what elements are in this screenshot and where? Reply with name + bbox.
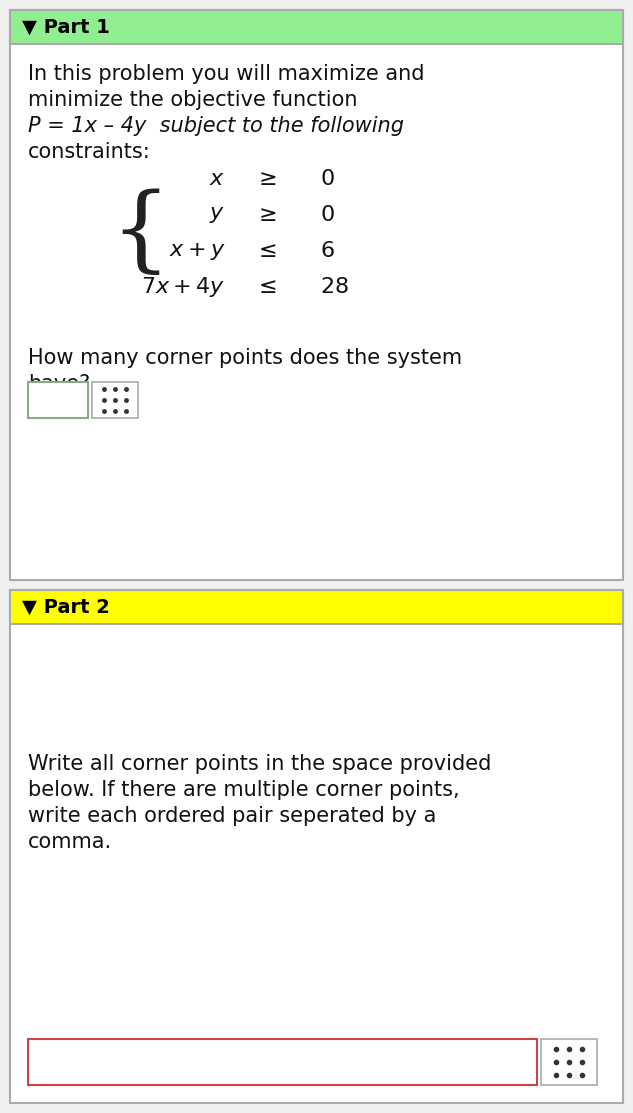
Text: write each ordered pair seperated by a: write each ordered pair seperated by a — [28, 806, 436, 826]
Text: $0$: $0$ — [320, 169, 335, 189]
Text: $\geq$: $\geq$ — [254, 205, 277, 225]
FancyBboxPatch shape — [10, 10, 623, 580]
FancyBboxPatch shape — [28, 1040, 537, 1085]
Text: How many corner points does the system: How many corner points does the system — [28, 348, 462, 368]
Text: $\leq$: $\leq$ — [254, 242, 277, 262]
Text: P = 1x – 4y  subject to the following: P = 1x – 4y subject to the following — [28, 116, 404, 136]
Text: $6$: $6$ — [320, 242, 335, 262]
Text: ▼ Part 1: ▼ Part 1 — [22, 18, 110, 37]
Text: $x$: $x$ — [209, 169, 225, 189]
Text: $28$: $28$ — [320, 277, 349, 297]
FancyBboxPatch shape — [10, 10, 623, 45]
FancyBboxPatch shape — [92, 382, 138, 418]
Text: $7x + 4y$: $7x + 4y$ — [141, 275, 225, 299]
Text: ▼ Part 2: ▼ Part 2 — [22, 598, 110, 617]
Text: below. If there are multiple corner points,: below. If there are multiple corner poin… — [28, 780, 460, 800]
Text: {: { — [110, 189, 170, 279]
Text: $\geq$: $\geq$ — [254, 169, 277, 189]
FancyBboxPatch shape — [28, 382, 88, 418]
Text: Write all corner points in the space provided: Write all corner points in the space pro… — [28, 754, 491, 774]
Text: $y$: $y$ — [209, 205, 225, 225]
Text: $x + y$: $x + y$ — [168, 240, 225, 262]
Text: $\leq$: $\leq$ — [254, 277, 277, 297]
FancyBboxPatch shape — [10, 590, 623, 1103]
Text: minimize the objective function: minimize the objective function — [28, 90, 358, 110]
FancyBboxPatch shape — [541, 1040, 597, 1085]
Text: comma.: comma. — [28, 833, 112, 851]
FancyBboxPatch shape — [10, 590, 623, 624]
Text: have?: have? — [28, 374, 91, 394]
Text: $0$: $0$ — [320, 205, 335, 225]
Text: constraints:: constraints: — [28, 142, 151, 162]
Text: In this problem you will maximize and: In this problem you will maximize and — [28, 65, 425, 83]
